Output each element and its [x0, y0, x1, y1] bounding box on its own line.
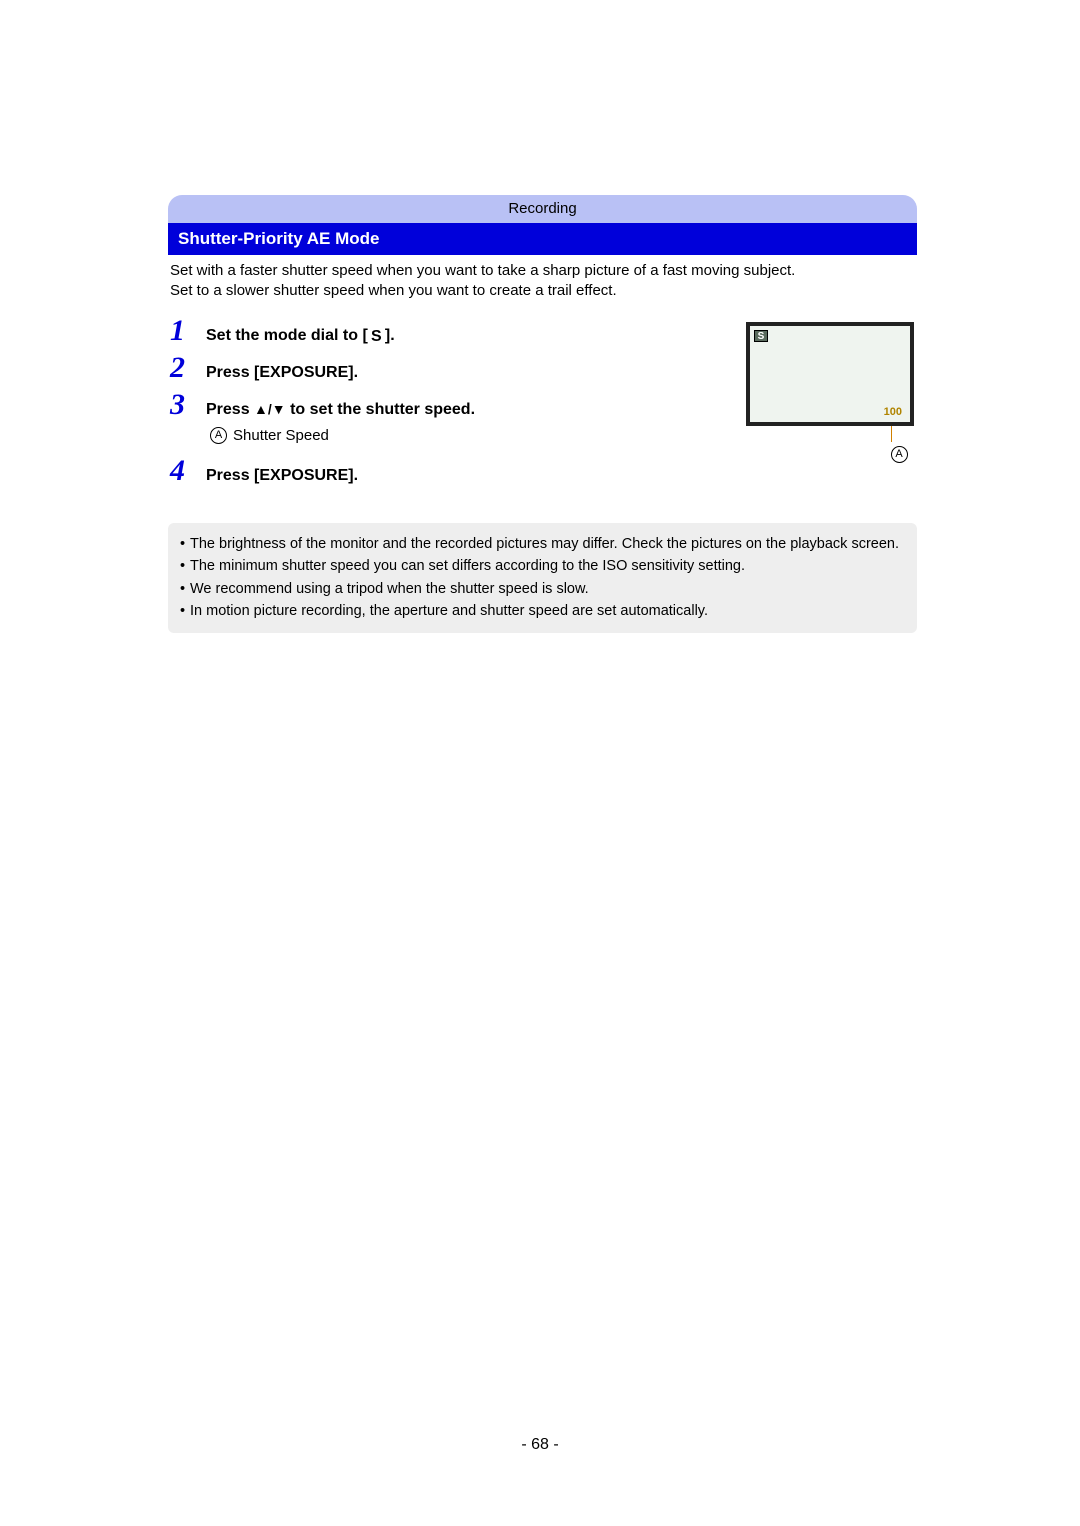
manual-page: Recording Shutter-Priority AE Mode Set w… — [0, 0, 1080, 1526]
step-1-prefix: Set the mode dial to [ — [206, 327, 371, 344]
lcd-legend: A — [883, 444, 915, 463]
lcd-screen: S 100 — [746, 322, 914, 426]
step-4-text: Press [EXPOSURE]. — [206, 466, 358, 487]
step-number: 2 — [170, 353, 206, 383]
step-2-text: Press [EXPOSURE]. — [206, 363, 358, 384]
step-1-text: Set the mode dial to [ S ]. — [206, 326, 395, 348]
note-text: The minimum shutter speed you can set di… — [190, 555, 745, 577]
step-3-sub-label: Shutter Speed — [233, 427, 329, 444]
step-2: 2 Press [EXPOSURE]. — [170, 353, 727, 384]
section-title-text: Shutter-Priority AE Mode — [178, 229, 380, 248]
chapter-label: Recording — [508, 200, 576, 217]
step-1: 1 Set the mode dial to [ S ]. — [170, 316, 727, 348]
step-3: 3 Press ▲/▼ to set the shutter speed. — [170, 390, 727, 421]
lcd-mode-indicator: S — [754, 330, 768, 342]
note-text: The brightness of the monitor and the re… — [190, 533, 899, 555]
note-text: We recommend using a tripod when the shu… — [190, 578, 589, 600]
marker-a-icon: A — [891, 446, 908, 463]
step-number: 4 — [170, 456, 206, 486]
step-3-sub: A Shutter Speed — [210, 427, 727, 444]
step-number: 3 — [170, 390, 206, 420]
page-number: - 68 - — [0, 1436, 1080, 1454]
step-3-suffix: to set the shutter speed. — [286, 401, 475, 418]
bullet-icon: • — [180, 600, 190, 622]
note-item: •The brightness of the monitor and the r… — [180, 533, 905, 555]
bullet-icon: • — [180, 555, 190, 577]
intro-paragraph: Set with a faster shutter speed when you… — [168, 255, 917, 316]
notes-box: •The brightness of the monitor and the r… — [168, 523, 917, 633]
intro-line-1: Set with a faster shutter speed when you… — [170, 262, 795, 279]
lcd-illustration-column: S 100 A — [745, 316, 915, 463]
step-3-text: Press ▲/▼ to set the shutter speed. — [206, 400, 475, 421]
steps-section: 1 Set the mode dial to [ S ]. 2 Press [E… — [168, 316, 917, 493]
note-item: •In motion picture recording, the apertu… — [180, 600, 905, 622]
note-item: •We recommend using a tripod when the sh… — [180, 578, 905, 600]
step-4: 4 Press [EXPOSURE]. — [170, 456, 727, 487]
step-1-suffix: ]. — [382, 327, 395, 344]
marker-a-icon: A — [210, 427, 227, 444]
section-title-bar: Shutter-Priority AE Mode — [168, 223, 917, 255]
intro-line-2: Set to a slower shutter speed when you w… — [170, 282, 617, 299]
bullet-icon: • — [180, 533, 190, 555]
chapter-tab: Recording — [168, 195, 917, 223]
lcd-shutter-value: 100 — [884, 406, 902, 418]
step-number: 1 — [170, 316, 206, 346]
mode-s-icon: S — [371, 327, 382, 348]
note-item: •The minimum shutter speed you can set d… — [180, 555, 905, 577]
note-text: In motion picture recording, the apertur… — [190, 600, 708, 622]
callout-line — [891, 426, 892, 442]
bullet-icon: • — [180, 578, 190, 600]
step-3-prefix: Press — [206, 401, 254, 418]
up-down-arrow-icon: ▲/▼ — [254, 400, 286, 418]
steps-list: 1 Set the mode dial to [ S ]. 2 Press [E… — [170, 316, 727, 493]
